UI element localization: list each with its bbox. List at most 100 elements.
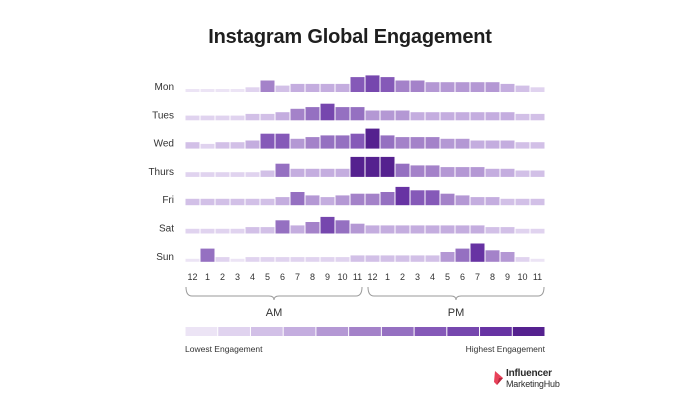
- heat-cell: [305, 83, 320, 92]
- hour-tick-label: 5: [445, 272, 450, 282]
- heat-cell: [455, 195, 470, 206]
- heat-cell: [275, 133, 290, 149]
- heat-cell: [230, 198, 245, 206]
- heat-cell: [485, 250, 500, 262]
- heat-cell: [395, 110, 410, 121]
- heat-cell: [275, 85, 290, 92]
- heat-cell: [350, 156, 365, 177]
- hour-tick-label: 10: [517, 272, 527, 282]
- heat-cell: [230, 228, 245, 234]
- heat-cell: [425, 137, 440, 149]
- heat-cell: [380, 135, 395, 149]
- heat-cell: [395, 225, 410, 234]
- heat-cell: [275, 197, 290, 206]
- chart-title: Instagram Global Engagement: [208, 26, 492, 48]
- day-label: Sat: [159, 224, 174, 235]
- hour-tick-label: 7: [295, 272, 300, 282]
- heat-cell: [440, 167, 455, 177]
- heat-cell: [500, 168, 515, 177]
- hour-tick-label: 3: [235, 272, 240, 282]
- heat-cell: [380, 192, 395, 206]
- hour-tick-label: 6: [460, 272, 465, 282]
- heat-cell: [215, 115, 230, 121]
- heat-cell: [440, 225, 455, 234]
- hour-tick-label: 11: [353, 272, 362, 282]
- heat-cell: [275, 163, 290, 177]
- heat-cell: [335, 257, 350, 262]
- hour-tick-label: 10: [337, 272, 347, 282]
- heat-cell: [500, 112, 515, 121]
- legend-swatch: [349, 327, 381, 336]
- heat-cell: [350, 133, 365, 149]
- heat-cell: [410, 137, 425, 149]
- influencer-marketing-hub-logo: Influencer MarketingHub: [492, 367, 592, 391]
- heat-cell: [200, 172, 215, 177]
- heat-cell: [185, 172, 200, 177]
- heat-cell: [215, 89, 230, 92]
- heat-cell: [200, 248, 215, 262]
- heat-cell: [500, 140, 515, 149]
- heat-cell: [530, 113, 545, 121]
- heat-cell: [245, 198, 260, 206]
- heat-cell: [485, 168, 500, 177]
- heat-cell: [425, 82, 440, 92]
- heat-cell: [290, 108, 305, 121]
- heat-cell: [515, 170, 530, 177]
- heat-cell: [470, 197, 485, 206]
- heat-cell: [485, 82, 500, 92]
- day-label: Thurs: [148, 167, 174, 178]
- hour-tick-label: 4: [430, 272, 435, 282]
- legend-swatch: [250, 327, 283, 336]
- logo-text-line1: Influencer: [506, 368, 552, 379]
- heat-cell: [365, 128, 380, 149]
- heat-cell: [530, 142, 545, 149]
- hour-tick-label: 1: [205, 272, 210, 282]
- heat-cell: [365, 110, 380, 121]
- heat-cell: [365, 75, 380, 92]
- heat-cell: [425, 255, 440, 262]
- legend-swatch: [414, 327, 447, 336]
- hour-tick-label: 3: [415, 272, 420, 282]
- heat-cell: [200, 143, 215, 149]
- heat-cell: [350, 77, 365, 92]
- heat-cell: [245, 140, 260, 149]
- heat-cell: [425, 165, 440, 177]
- heat-cell: [185, 89, 200, 92]
- hour-tick-label: 8: [310, 272, 315, 282]
- heat-cell: [470, 112, 485, 121]
- heat-cell: [380, 225, 395, 234]
- heat-cell: [350, 255, 365, 262]
- heat-cell: [305, 168, 320, 177]
- heat-cell: [245, 87, 260, 92]
- heat-cell: [500, 227, 515, 234]
- heat-cell: [455, 225, 470, 234]
- legend-swatch: [447, 327, 480, 336]
- heat-cell: [230, 89, 245, 92]
- legend-swatch: [218, 327, 250, 336]
- heat-cell: [260, 227, 275, 234]
- period-label-pm: PM: [448, 307, 465, 319]
- heat-cell: [185, 228, 200, 234]
- heat-cell: [260, 170, 275, 177]
- heat-cell: [515, 85, 530, 92]
- heat-cell: [335, 83, 350, 92]
- heat-cell: [380, 156, 395, 177]
- heat-cell: [335, 195, 350, 206]
- heat-cell: [335, 220, 350, 234]
- heat-cell: [515, 142, 530, 149]
- heat-cell: [410, 190, 425, 206]
- heat-cell: [455, 82, 470, 92]
- heat-cell: [245, 113, 260, 121]
- hour-tick-label: 2: [220, 272, 225, 282]
- heat-cell: [215, 257, 230, 262]
- heat-cell: [410, 225, 425, 234]
- heat-cell: [305, 137, 320, 149]
- heat-cell: [245, 257, 260, 262]
- heat-cell: [185, 198, 200, 206]
- heat-cell: [260, 80, 275, 92]
- heat-cell: [380, 255, 395, 262]
- day-label: Wed: [154, 139, 174, 150]
- heat-cell: [470, 243, 485, 262]
